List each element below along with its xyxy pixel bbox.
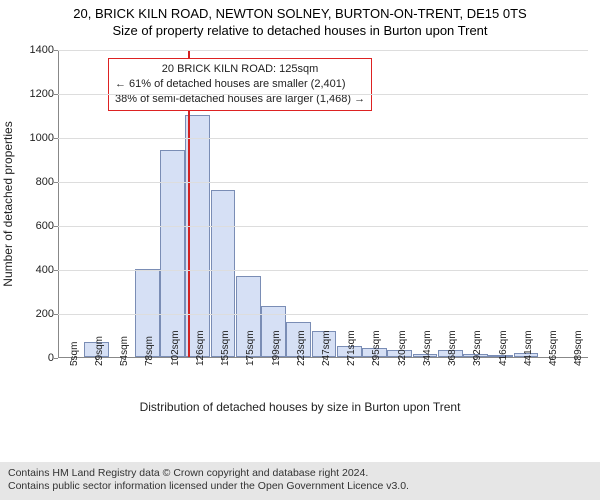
y-tick-label: 1400 — [14, 44, 54, 56]
grid-line — [58, 314, 588, 315]
footer-line1: Contains HM Land Registry data © Crown c… — [8, 467, 592, 481]
footer-line2: Contains public sector information licen… — [8, 480, 592, 494]
y-tick-label: 1000 — [14, 132, 54, 144]
y-axis-label: Number of detached properties — [1, 121, 15, 286]
y-tick-mark — [54, 138, 58, 139]
x-axis-label: Distribution of detached houses by size … — [0, 400, 600, 414]
y-tick-mark — [54, 94, 58, 95]
callout-box: 20 BRICK KILN ROAD: 125sqm ← 61% of deta… — [108, 58, 372, 111]
y-tick-label: 1200 — [14, 88, 54, 100]
grid-line — [58, 94, 588, 95]
y-tick-label: 0 — [14, 352, 54, 364]
y-tick-label: 800 — [14, 176, 54, 188]
footer: Contains HM Land Registry data © Crown c… — [0, 462, 600, 500]
grid-line — [58, 138, 588, 139]
y-tick-label: 600 — [14, 220, 54, 232]
callout-line2: ← 61% of detached houses are smaller (2,… — [115, 77, 365, 92]
grid-line — [58, 182, 588, 183]
y-tick-label: 200 — [14, 308, 54, 320]
grid-line — [58, 226, 588, 227]
y-tick-mark — [54, 358, 58, 359]
y-tick-mark — [54, 50, 58, 51]
y-tick-mark — [54, 270, 58, 271]
grid-line — [58, 50, 588, 51]
y-tick-label: 400 — [14, 264, 54, 276]
page-title-line2: Size of property relative to detached ho… — [0, 21, 600, 38]
callout-line1: 20 BRICK KILN ROAD: 125sqm — [115, 62, 365, 77]
page-title-line1: 20, BRICK KILN ROAD, NEWTON SOLNEY, BURT… — [0, 0, 600, 21]
y-tick-mark — [54, 226, 58, 227]
grid-line — [58, 270, 588, 271]
y-tick-mark — [54, 182, 58, 183]
y-tick-mark — [54, 314, 58, 315]
chart-container: Number of detached properties 20 BRICK K… — [0, 44, 600, 424]
